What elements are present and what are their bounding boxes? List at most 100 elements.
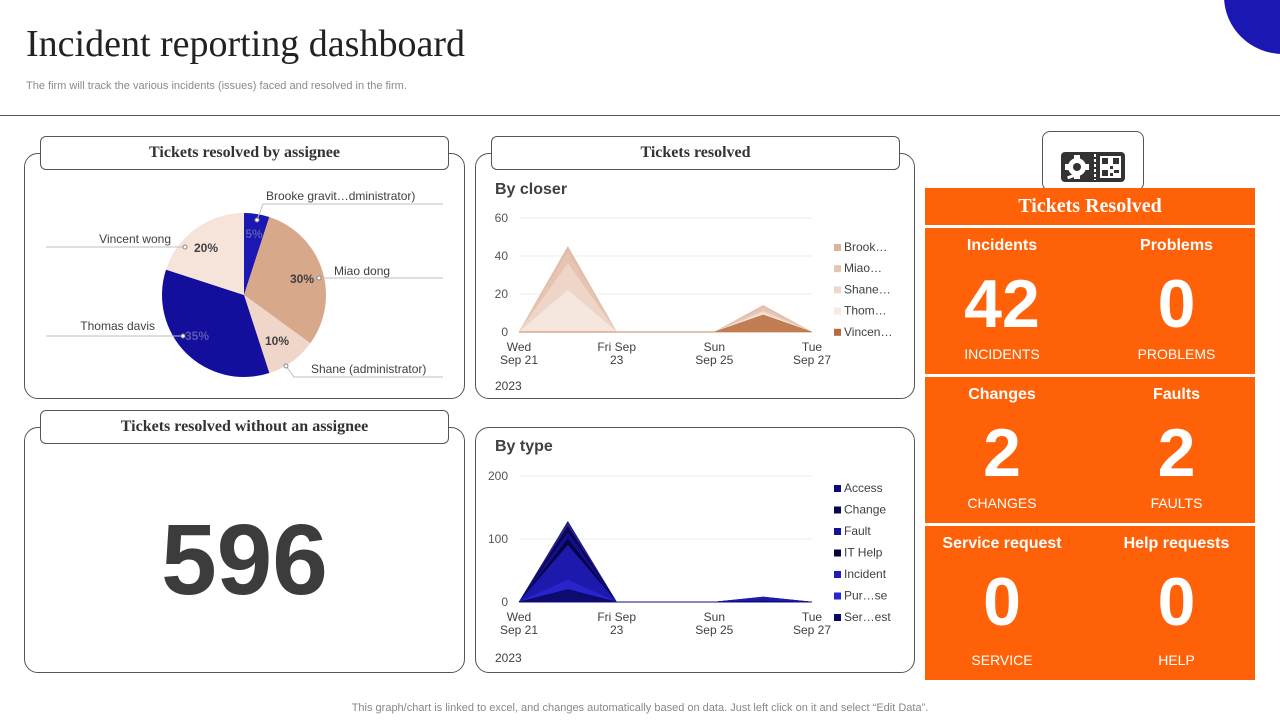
tickets-resolved-panel-title: Tickets resolved [491, 136, 900, 170]
tickets-resolved-panel [475, 153, 915, 399]
pie-leader-line [256, 203, 443, 221]
tickets-cell-help: Help requests 0 HELP [1090, 526, 1264, 680]
legend-entry: Miao… [844, 261, 882, 275]
pie-slice[interactable] [244, 213, 270, 295]
x-axis-year: 2023 [495, 379, 522, 393]
pie-slice[interactable] [162, 269, 270, 377]
tickets-resolved-header: Tickets Resolved [925, 188, 1255, 225]
pie-slice-name: Shane (administrator) [311, 362, 426, 376]
tickets-cell-incidents: Incidents 42 INCIDENTS [915, 228, 1089, 374]
x-tick-label: Sep 27 [793, 623, 831, 637]
y-tick-label: 0 [501, 325, 508, 339]
tickets-cell-caption: INCIDENTS [964, 346, 1040, 362]
legend-entry: Vincen… [844, 325, 892, 339]
without-assignee-panel-title: Tickets resolved without an assignee [40, 410, 449, 444]
header-divider [0, 115, 1280, 116]
pie-leader-dot [182, 244, 188, 250]
legend-entry: Access [844, 481, 883, 495]
legend-swatch [834, 307, 841, 315]
tickets-cell-value: 42 [964, 266, 1040, 342]
x-tick-label: Sep 25 [695, 353, 733, 367]
x-tick-label: Tue [802, 340, 823, 354]
legend-swatch [834, 571, 841, 578]
x-axis-year: 2023 [495, 651, 522, 665]
y-tick-label: 40 [495, 249, 509, 263]
y-tick-label: 20 [495, 287, 509, 301]
corner-decoration [1224, 0, 1280, 54]
x-tick-label: Sep 25 [695, 623, 733, 637]
pie-slice-name: Vincent wong [99, 232, 171, 246]
pie-leader-line [285, 365, 443, 378]
tickets-cell-caption: PROBLEMS [1137, 346, 1216, 362]
tickets-cell-caption: HELP [1158, 652, 1195, 668]
assignee-panel-title: Tickets resolved by assignee [40, 136, 449, 170]
legend-swatch [834, 506, 841, 514]
tickets-cell-label: Changes [968, 386, 1036, 403]
pie-slice-percent: 30% [290, 272, 314, 286]
x-tick-label: Sun [704, 340, 725, 354]
y-tick-label: 60 [495, 211, 509, 225]
tickets-cell-value: 0 [983, 564, 1021, 640]
pie-slice-name: Brooke gravit…dministrator) [266, 189, 415, 203]
pie-slice-percent: 10% [265, 334, 289, 348]
tickets-row-1 [925, 228, 1255, 374]
legend-swatch [834, 265, 841, 273]
tickets-cell-value: 2 [983, 415, 1021, 491]
tickets-cell-label: Problems [1140, 237, 1213, 254]
pie-slice-percent: 35% [185, 329, 209, 343]
by-type-panel [475, 427, 915, 673]
x-tick-label: 23 [610, 353, 624, 367]
x-tick-label: Wed [507, 340, 531, 354]
ticket-icon-box [1042, 131, 1144, 191]
legend-entry: Ser…est [844, 610, 891, 624]
tickets-cell-caption: SERVICE [971, 652, 1033, 668]
tickets-cell-label: Service request [942, 535, 1062, 552]
pie-slice[interactable] [244, 295, 311, 373]
area-series[interactable] [519, 314, 813, 333]
pie-slice-percent: 5% [245, 227, 263, 241]
page-subtitle: The firm will track the various incident… [26, 80, 407, 92]
pie-leader-dot [316, 275, 322, 281]
x-tick-label: Fri Sep [597, 340, 636, 354]
legend-swatch [834, 549, 841, 557]
pie-slice[interactable] [244, 217, 326, 344]
x-tick-label: Tue [802, 610, 823, 624]
tickets-cell-changes: Changes 2 CHANGES [915, 377, 1089, 523]
without-assignee-count: 596 [161, 504, 328, 616]
tickets-cell-caption: FAULTS [1150, 495, 1203, 511]
y-tick-label: 200 [488, 469, 508, 483]
footnote: This graph/chart is linked to excel, and… [351, 702, 929, 714]
x-tick-label: Sep 27 [793, 353, 831, 367]
legend-entry: Thom… [844, 304, 887, 318]
x-tick-label: Fri Sep [597, 610, 636, 624]
tickets-cell-label: Help requests [1123, 535, 1230, 552]
tickets-row-2 [925, 377, 1255, 523]
tickets-cell-value: 2 [1157, 415, 1196, 491]
legend-swatch [834, 286, 841, 294]
tickets-row-3 [925, 526, 1255, 680]
legend-entry: Change [844, 503, 886, 517]
without-assignee-panel [24, 427, 465, 673]
legend-swatch [834, 485, 841, 492]
pie-leader-dot [180, 333, 186, 339]
ticket-gear-icon [1061, 152, 1125, 182]
chart-title: By closer [495, 181, 567, 198]
legend-swatch [834, 528, 841, 535]
pie-slice-name: Thomas davis [80, 319, 155, 333]
pie-slice-name: Miao dong [334, 264, 390, 278]
tickets-cell-value: 0 [1157, 564, 1196, 640]
area-series[interactable] [518, 589, 813, 603]
x-tick-label: Sun [704, 610, 725, 624]
legend-entry: IT Help [844, 546, 883, 560]
page-title: Incident reporting dashboard [26, 23, 465, 65]
pie-slice[interactable] [166, 213, 244, 295]
tickets-cell-value: 0 [1157, 266, 1196, 342]
y-tick-label: 0 [501, 595, 508, 609]
legend-entry: Fault [844, 524, 871, 538]
assignee-pie-chart[interactable]: Brooke gravit…dministrator) 5% Miao dong 30… [0, 0, 480, 400]
legend-entry: Pur…se [844, 589, 888, 603]
legend-entry: Incident [844, 567, 887, 581]
qr-code-icon [1100, 156, 1121, 178]
